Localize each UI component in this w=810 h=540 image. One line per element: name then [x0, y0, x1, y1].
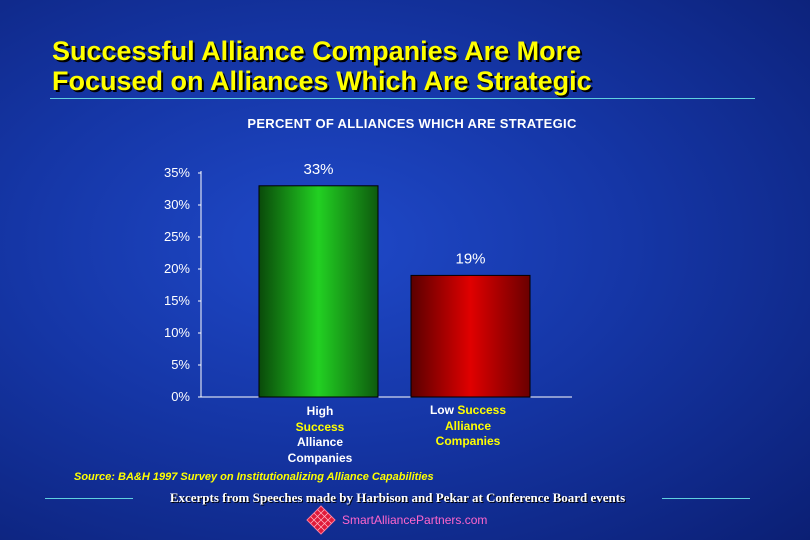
category-label-high-alliance: Alliance — [296, 435, 344, 449]
excerpt-text: Excerpts from Speeches made by Harbison … — [169, 490, 626, 505]
category-label-low: Low Success Alliance Companies — [406, 403, 530, 450]
y-tick-label: 10% — [164, 325, 190, 340]
bar-low — [410, 274, 531, 398]
excerpt-banner: Excerpts from Speeches made by Harbison … — [45, 490, 750, 506]
category-label-low-companies: Companies — [435, 434, 501, 448]
y-tick-label: 25% — [164, 229, 190, 244]
category-label-high-word: High — [306, 404, 334, 418]
category-label-high: High Success Alliance Companies — [258, 404, 382, 466]
y-tick-label: 0% — [171, 389, 190, 404]
category-label-low-alliance: Alliance — [444, 418, 492, 433]
data-label: 33% — [303, 161, 333, 178]
category-label-low-success: Success — [457, 403, 507, 417]
y-tick-label: 5% — [171, 357, 190, 372]
chart-title: PERCENT OF ALLIANCES WHICH ARE STRATEGIC — [247, 116, 577, 131]
source-note: Source: BA&H 1997 Survey on Institutiona… — [74, 471, 434, 483]
category-label-high-success: Success — [295, 419, 345, 434]
slide-title-line-1: Successful Alliance Companies Are More — [52, 36, 582, 66]
bar-high — [258, 185, 379, 398]
slide-title: Successful Alliance Companies Are More F… — [52, 36, 592, 96]
title-divider — [50, 98, 755, 99]
diamond-lattice-logo-icon — [306, 505, 336, 535]
y-tick-label: 15% — [164, 293, 190, 308]
y-tick-label: 20% — [164, 261, 190, 276]
category-label-high-companies: Companies — [287, 450, 353, 465]
data-label: 19% — [455, 250, 485, 267]
brand-url: SmartAlliancePartners.com — [342, 513, 488, 527]
category-label-low-word: Low — [429, 403, 454, 417]
slide-title-line-2: Focused on Alliances Which Are Strategic — [52, 66, 592, 96]
y-tick-label: 35% — [164, 165, 190, 180]
excerpt-rule-right — [662, 498, 750, 499]
y-tick-label: 30% — [164, 197, 190, 212]
excerpt-rule-left — [45, 498, 133, 499]
